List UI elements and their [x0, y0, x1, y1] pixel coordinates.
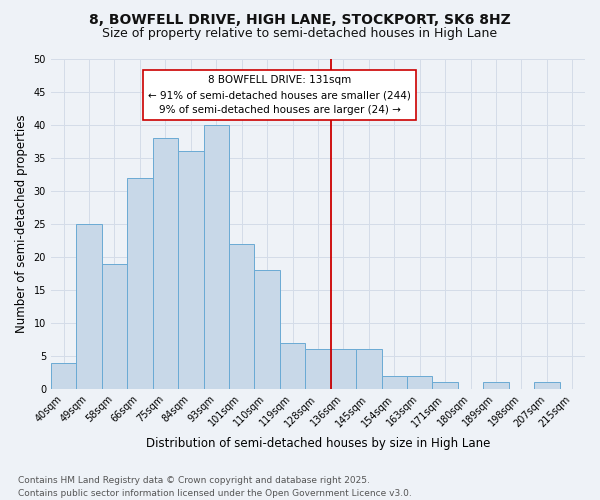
- Bar: [534, 382, 560, 389]
- Bar: [407, 376, 433, 389]
- Bar: [203, 125, 229, 389]
- Bar: [51, 362, 76, 389]
- Bar: [356, 350, 382, 389]
- Bar: [433, 382, 458, 389]
- Bar: [331, 350, 356, 389]
- Bar: [305, 350, 331, 389]
- Bar: [178, 152, 203, 389]
- Bar: [76, 224, 102, 389]
- Text: Contains HM Land Registry data © Crown copyright and database right 2025.
Contai: Contains HM Land Registry data © Crown c…: [18, 476, 412, 498]
- Bar: [102, 264, 127, 389]
- Bar: [229, 244, 254, 389]
- Text: 8 BOWFELL DRIVE: 131sqm
← 91% of semi-detached houses are smaller (244)
9% of se: 8 BOWFELL DRIVE: 131sqm ← 91% of semi-de…: [148, 76, 411, 115]
- Bar: [483, 382, 509, 389]
- Y-axis label: Number of semi-detached properties: Number of semi-detached properties: [15, 114, 28, 334]
- Bar: [382, 376, 407, 389]
- Text: 8, BOWFELL DRIVE, HIGH LANE, STOCKPORT, SK6 8HZ: 8, BOWFELL DRIVE, HIGH LANE, STOCKPORT, …: [89, 12, 511, 26]
- X-axis label: Distribution of semi-detached houses by size in High Lane: Distribution of semi-detached houses by …: [146, 437, 490, 450]
- Bar: [152, 138, 178, 389]
- Bar: [127, 178, 152, 389]
- Bar: [254, 270, 280, 389]
- Bar: [280, 342, 305, 389]
- Text: Size of property relative to semi-detached houses in High Lane: Size of property relative to semi-detach…: [103, 28, 497, 40]
